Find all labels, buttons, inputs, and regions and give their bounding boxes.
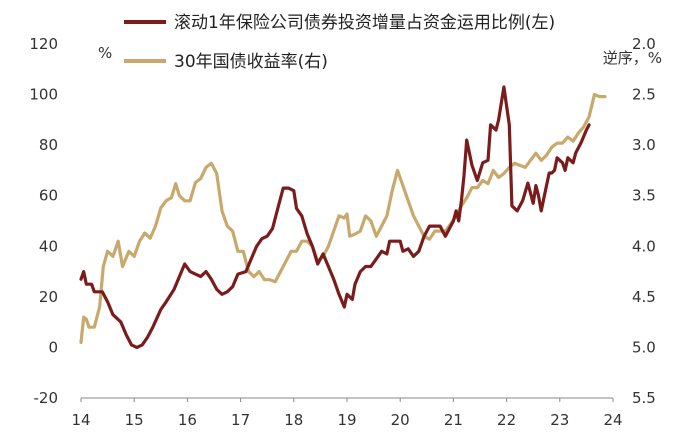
right-tick-label: 3.0: [632, 136, 656, 154]
right-tick-label: 2.0: [632, 35, 656, 53]
left-tick-label: 20: [39, 288, 58, 306]
x-tick-label: 15: [125, 411, 144, 429]
legend: 滚动1年保险公司债券投资增量占资金运用比例(左) 30年国债收益率(右): [124, 13, 555, 72]
series-line-1: [79, 85, 591, 349]
left-tick-label: -20: [34, 389, 59, 407]
x-tick-label: 19: [337, 411, 356, 429]
legend-label-series-1: 滚动1年保险公司债券投资增量占资金运用比例(左): [174, 13, 555, 33]
right-tick-label: 4.0: [632, 237, 656, 255]
x-tick-label: 17: [231, 411, 250, 429]
x-tick-label: 16: [178, 411, 197, 429]
right-axis-ticks: 2.0 2.5 3.0 3.5 4.0 4.5 5.0 5.5: [632, 35, 656, 407]
right-tick-label: 4.5: [632, 288, 656, 306]
right-tick-label: 3.5: [632, 187, 656, 205]
left-tick-label: 0: [48, 338, 58, 356]
left-tick-label: 40: [39, 237, 58, 255]
left-axis-unit: %: [98, 44, 112, 62]
left-tick-label: 80: [39, 136, 58, 154]
x-tick-label: 21: [444, 411, 463, 429]
left-axis-ticks: 120 100 80 60 40 20 0 -20: [29, 35, 58, 407]
right-tick-label: 2.5: [632, 86, 656, 104]
x-tick-label: 18: [284, 411, 303, 429]
right-tick-label: 5.5: [632, 389, 656, 407]
series-lines: [79, 85, 607, 349]
legend-label-series-2: 30年国债收益率(右): [174, 52, 328, 72]
x-tick-label: 20: [391, 411, 410, 429]
x-tick-label: 14: [71, 411, 90, 429]
x-tick-label: 23: [550, 411, 569, 429]
left-tick-label: 100: [29, 86, 58, 104]
x-tick-label: 22: [497, 411, 516, 429]
right-tick-label: 5.0: [632, 338, 656, 356]
right-axis-unit: 逆序，%: [603, 49, 662, 67]
x-axis-ticks: 14 15 16 17 18 19 20 21 22 23 24: [71, 398, 623, 429]
series-line-2: [79, 93, 607, 344]
left-tick-label: 60: [39, 187, 58, 205]
left-tick-label: 120: [29, 35, 58, 53]
x-tick-label: 24: [603, 411, 622, 429]
